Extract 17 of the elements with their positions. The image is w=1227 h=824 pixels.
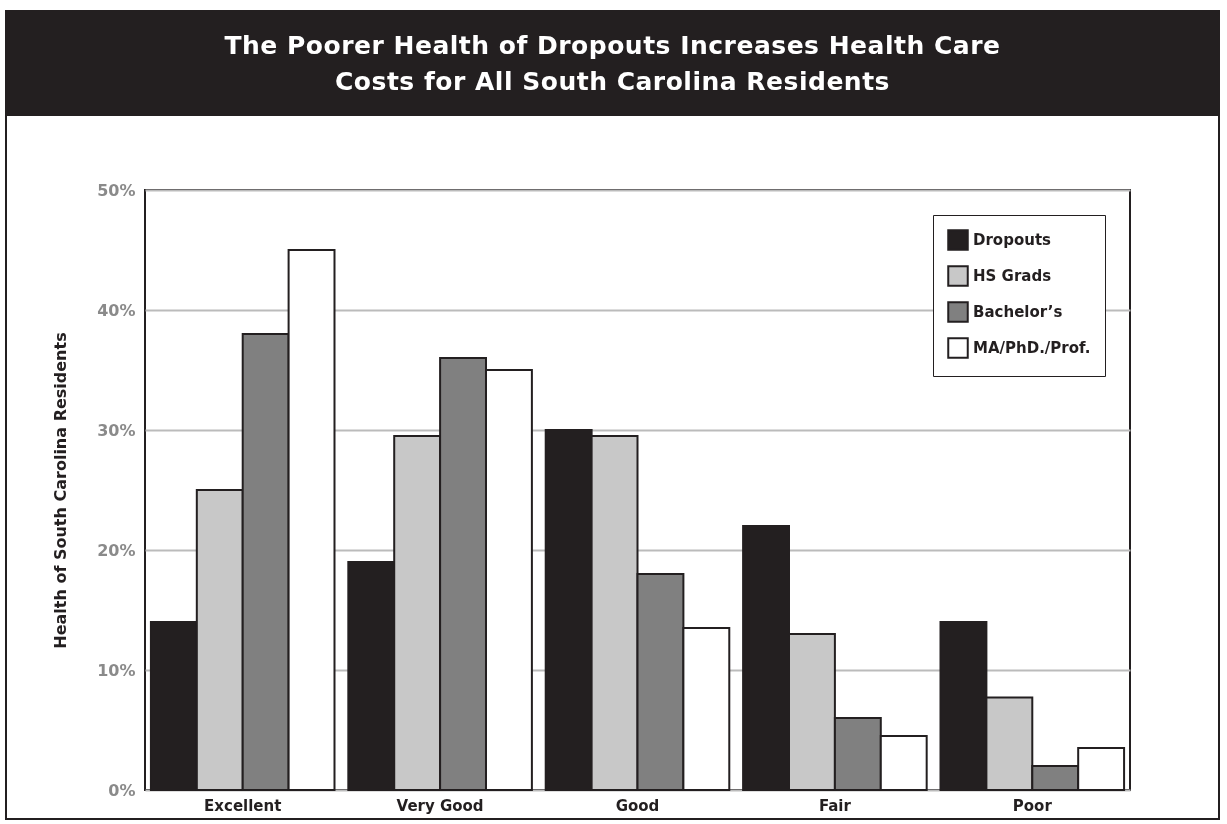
- legend-label: Dropouts: [973, 231, 1052, 249]
- x-tick-label: Good: [615, 796, 660, 815]
- y-tick-label: 50%: [97, 180, 136, 200]
- x-tick-label: Poor: [1012, 796, 1053, 815]
- chart-title: The Poorer Health of Dropouts Increases Health Care Costs for All South Carolina Residents: [7, 12, 1218, 116]
- legend-label: MA/PhD./Prof.: [973, 339, 1091, 357]
- legend-label: HS Grads: [973, 267, 1052, 285]
- y-tick-label: 30%: [97, 420, 136, 440]
- x-tick-label: Excellent: [204, 796, 282, 815]
- x-tick-label: Very Good: [396, 796, 484, 815]
- y-axis-title: Health of South Carolina Residents: [51, 332, 71, 649]
- y-tick-label: 10%: [97, 660, 136, 680]
- x-tick-label: Fair: [818, 796, 852, 815]
- legend-label: Bachelor’s: [973, 303, 1063, 321]
- y-tick-label: 0%: [108, 780, 136, 800]
- y-tick-label: 40%: [97, 300, 136, 320]
- y-tick-label: 20%: [97, 540, 136, 560]
